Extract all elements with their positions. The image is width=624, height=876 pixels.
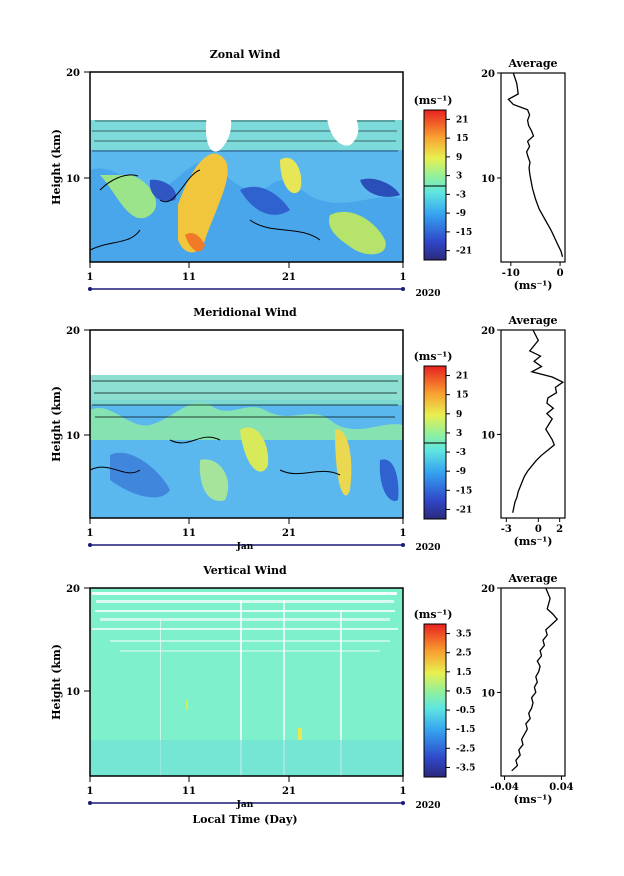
colorbar-tick-label: -9 — [456, 467, 466, 477]
colorbar-tick-label: -15 — [456, 228, 472, 238]
profile-x-tick-label: -0.04 — [490, 782, 519, 793]
x-tick-label: 1 — [87, 786, 94, 797]
colorbar-tick-label: 9 — [456, 153, 462, 163]
profile-x-tick-label: 0 — [557, 268, 564, 279]
y-tick-label: 20 — [66, 68, 80, 79]
year-label: 2020 — [415, 801, 440, 811]
colorbar-unit: (ms⁻¹) — [414, 94, 453, 107]
zonal-average-profile: Average 20 10 -10 0 (ms⁻¹) — [481, 57, 566, 292]
colorbar — [423, 623, 447, 778]
average-profile-line — [511, 587, 559, 772]
zonal-wind-panel: Zonal Wind — [50, 48, 472, 299]
x-tick-label: 1 — [87, 272, 94, 283]
colorbar-tick-label: 9 — [456, 410, 462, 420]
colorbar-tick-label: 21 — [456, 115, 469, 125]
average-title: Average — [507, 57, 557, 70]
x-tick-label: 21 — [282, 272, 296, 283]
profile-y-tick-label: 20 — [481, 326, 495, 337]
year-label: 2020 — [415, 543, 440, 553]
colorbar-unit: (ms⁻¹) — [414, 350, 453, 363]
profile-frame — [500, 329, 566, 519]
x-axis-label: Local Time (Day) — [192, 813, 297, 826]
meridional-wind-panel: Meridional Wind 20 10 Height (km) — [50, 306, 472, 553]
average-profile-line — [507, 72, 564, 257]
profile-x-axis-label: (ms⁻¹) — [514, 793, 553, 806]
plot-frame — [89, 329, 404, 519]
panel-title: Vertical Wind — [202, 564, 287, 577]
panel-title: Zonal Wind — [210, 48, 281, 61]
profile-x-tick-label: 0.04 — [549, 782, 573, 793]
colorbar-tick-label: -0.5 — [456, 706, 475, 716]
y-tick-label: 20 — [66, 326, 80, 337]
x-tick-label: 21 — [282, 528, 296, 539]
colorbar-tick-label: 0.5 — [456, 687, 472, 697]
colorbar-tick-label: 21 — [456, 372, 469, 382]
x-tick-label: 1 — [400, 528, 407, 539]
meridional-average-profile: Average 20 10 -3 0 2(ms⁻¹) — [481, 314, 566, 548]
y-axis-label: Height (km) — [50, 644, 63, 720]
x-tick-label: 11 — [182, 272, 196, 283]
y-tick-label: 20 — [66, 584, 80, 595]
vertical-wind-panel: Vertical Wind 20 10 Height — [50, 564, 475, 826]
heatmap-field — [89, 330, 403, 518]
average-profile-line — [512, 329, 565, 513]
colorbar-tick-label: -15 — [456, 486, 472, 496]
average-title: Average — [507, 314, 557, 327]
profile-y-tick-label: 10 — [481, 174, 495, 185]
x-tick-label: 11 — [182, 528, 196, 539]
profile-frame — [500, 72, 566, 263]
profile-frame — [500, 587, 566, 777]
colorbar-tick-label: -3 — [456, 448, 466, 458]
colorbar-tick-label: 15 — [456, 391, 469, 401]
colorbar-tick-label: -3 — [456, 190, 466, 200]
y-tick-label: 10 — [66, 687, 80, 698]
profile-x-tick-label: -10 — [502, 268, 520, 279]
profile-y-tick-label: 20 — [481, 584, 495, 595]
heatmap-field — [90, 588, 403, 776]
y-axis-label: Height (km) — [50, 386, 63, 462]
profile-x-tick-label: 2 — [556, 524, 563, 535]
colorbar-tick-label: -3.5 — [456, 763, 475, 773]
profile-y-tick-label: 10 — [481, 688, 495, 699]
profile-x-axis-label: (ms⁻¹) — [514, 535, 553, 548]
x-tick-label: 1 — [400, 272, 407, 283]
profile-x-axis-label: (ms⁻¹) — [514, 279, 553, 292]
year-label: 2020 — [415, 289, 440, 299]
colorbar-tick-label: -1.5 — [456, 725, 475, 735]
profile-x-tick-label: -3 — [501, 524, 512, 535]
profile-y-tick-label: 10 — [481, 430, 495, 441]
vertical-average-profile: Average 20 10 -0.04 0.04(ms⁻¹) — [481, 572, 574, 806]
y-tick-label: 10 — [66, 431, 80, 442]
colorbar-unit: (ms⁻¹) — [414, 608, 453, 621]
heatmap-field — [89, 72, 403, 262]
x-tick-label: 11 — [182, 786, 196, 797]
colorbar-tick-label: 3 — [456, 172, 462, 182]
colorbar-tick-label: 1.5 — [456, 668, 472, 678]
colorbar — [423, 109, 447, 261]
panel-title: Meridional Wind — [193, 306, 297, 319]
colorbar-tick-label: 3 — [456, 429, 462, 439]
colorbar-tick-label: 2.5 — [456, 649, 472, 659]
plot-frame — [89, 587, 404, 777]
y-axis-label: Height (km) — [50, 129, 63, 205]
x-tick-label: 21 — [282, 786, 296, 797]
colorbar-tick-label: -21 — [456, 505, 472, 515]
colorbar-tick-label: 3.5 — [456, 630, 472, 640]
profile-x-tick-label: 0 — [535, 524, 542, 535]
x-tick-label: 1 — [400, 786, 407, 797]
colorbar-tick-label: -9 — [456, 209, 466, 219]
month-label: Jan — [236, 542, 254, 552]
colorbar-tick-label: -21 — [456, 247, 472, 257]
profile-y-tick-label: 20 — [481, 69, 495, 80]
month-label: Jan — [236, 800, 254, 810]
colorbar-tick-label: -2.5 — [456, 744, 475, 754]
average-title: Average — [507, 572, 557, 585]
x-tick-label: 1 — [87, 528, 94, 539]
y-tick-label: 10 — [66, 174, 80, 185]
colorbar-tick-label: 15 — [456, 134, 469, 144]
plot-frame — [89, 71, 404, 263]
